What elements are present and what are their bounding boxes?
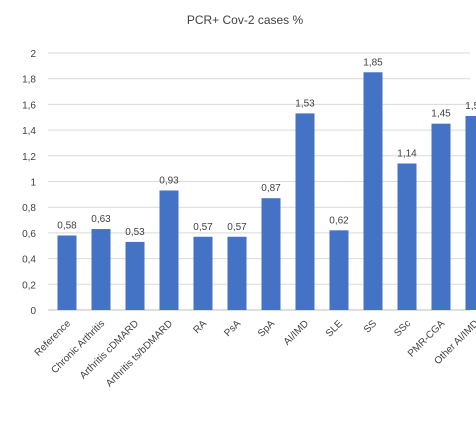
x-category-label: PsA — [222, 318, 243, 339]
x-category-label: RA — [192, 318, 210, 336]
bar — [329, 230, 349, 310]
bar — [125, 241, 145, 310]
data-label: 0,93 — [159, 175, 179, 186]
chart-title: PCR+ Cov-2 cases % — [187, 13, 304, 27]
x-category-label: Arthritis ts/bDMARD — [104, 318, 175, 389]
y-tick-label: 1,8 — [22, 75, 36, 86]
y-tick-label: 0 — [30, 306, 36, 317]
x-category-label: AI/IMD — [282, 318, 311, 347]
bar — [57, 235, 77, 310]
data-label: 1,51 — [465, 101, 476, 112]
bar — [363, 72, 383, 311]
bar — [431, 123, 451, 310]
x-category-label: Arthritis cDMARD — [78, 318, 141, 381]
data-label: 0,53 — [125, 227, 145, 238]
bar — [465, 115, 476, 310]
x-category-label: SLE — [324, 318, 345, 339]
data-labels: 0,58 0,63 0,53 0,93 0,57 0,57 0,87 1,53 0,62 1,85… — [57, 57, 476, 238]
y-tick-label: 1 — [30, 178, 36, 189]
x-category-label: SSc — [392, 318, 413, 339]
y-axis-ticks: 0 0,2 0,4 0,6 0,8 1 1,2 1,4 1,6 1,8 2 — [22, 49, 36, 317]
gridlines — [48, 52, 470, 311]
data-label: 0,57 — [193, 222, 213, 233]
data-label: 0,58 — [57, 220, 77, 231]
y-tick-label: 0,2 — [22, 280, 36, 291]
data-label: 1,85 — [363, 57, 383, 68]
bar — [227, 236, 247, 310]
data-label: 0,87 — [261, 183, 281, 194]
y-tick-label: 0,6 — [22, 229, 36, 240]
bar — [193, 236, 213, 310]
data-label: 0,63 — [91, 214, 111, 225]
y-tick-label: 1,6 — [22, 100, 36, 111]
data-label: 1,53 — [295, 98, 315, 109]
x-category-label: SS — [362, 318, 379, 335]
y-tick-label: 2 — [30, 49, 36, 60]
data-label: 1,14 — [397, 149, 417, 160]
y-tick-label: 1,4 — [22, 126, 36, 137]
bar — [159, 190, 179, 310]
y-tick-label: 0,4 — [22, 255, 36, 266]
bar — [91, 229, 111, 310]
y-tick-label: 1,2 — [22, 152, 36, 163]
data-label: 0,57 — [227, 222, 247, 233]
data-label: 0,62 — [329, 215, 349, 226]
data-label: 1,45 — [431, 109, 451, 120]
bar — [397, 163, 417, 310]
bar-series — [57, 72, 476, 311]
y-tick-label: 0,8 — [22, 203, 36, 214]
bar — [295, 113, 315, 311]
bar — [261, 198, 281, 310]
x-category-label: SpA — [256, 318, 277, 339]
